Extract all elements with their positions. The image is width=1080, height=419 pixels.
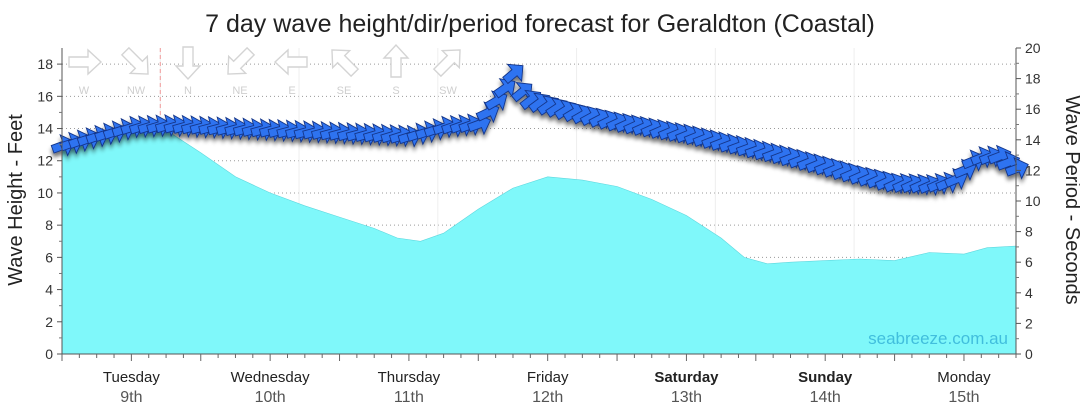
day-label: Saturday xyxy=(654,369,719,386)
day-label: Wednesday xyxy=(231,369,310,386)
period-arrow-shape xyxy=(493,78,516,99)
date-label: 12th xyxy=(532,389,563,406)
period-arrow-group xyxy=(50,63,1029,197)
right-tick-label: 18 xyxy=(1025,71,1041,87)
left-tick-label: 18 xyxy=(37,56,53,72)
left-tick-label: 0 xyxy=(45,346,53,362)
period-arrow-icon xyxy=(502,63,524,85)
direction-arrow-shape xyxy=(331,49,360,78)
left-tick-label: 8 xyxy=(45,217,53,233)
direction-arrow-icon xyxy=(174,46,202,81)
direction-legend: W NW N NE E SE S SW xyxy=(68,43,461,97)
direction-arrow-shape xyxy=(174,46,202,81)
watermark: seabreeze.com.au xyxy=(868,329,1008,348)
direction-arrow-icon xyxy=(227,46,256,75)
direction-label: NE xyxy=(232,85,247,97)
date-label: 9th xyxy=(120,389,142,406)
axes: 0 2 4 6 8 10 12 14 16 18 0 2 4 6 8 10 12 14 16 18 20 Tuesday 9… xyxy=(37,40,1040,406)
direction-label: S xyxy=(392,85,399,97)
period-arrow-icon xyxy=(493,78,516,99)
right-tick-label: 14 xyxy=(1025,132,1041,148)
left-tick-label: 6 xyxy=(45,249,53,265)
day-label: Monday xyxy=(937,369,991,386)
right-tick-label: 4 xyxy=(1025,285,1033,301)
direction-label: NW xyxy=(127,85,146,97)
direction-arrow-icon xyxy=(382,43,410,78)
wave-height-fill xyxy=(61,129,1017,355)
left-tick-label: 14 xyxy=(37,121,53,137)
left-tick-label: 12 xyxy=(37,153,53,169)
date-label: 15th xyxy=(948,389,979,406)
direction-arrow-icon xyxy=(273,48,308,76)
right-tick-label: 2 xyxy=(1025,315,1033,331)
right-tick-label: 12 xyxy=(1025,162,1041,178)
period-arrow-shape xyxy=(502,63,524,85)
direction-arrow-icon xyxy=(432,49,461,78)
date-label: 10th xyxy=(255,389,286,406)
direction-arrow-shape xyxy=(273,48,308,76)
direction-label: E xyxy=(288,85,295,97)
right-tick-label: 0 xyxy=(1025,346,1033,362)
direction-label: SW xyxy=(439,85,457,97)
direction-arrow-icon xyxy=(331,49,360,78)
right-tick-label: 10 xyxy=(1025,193,1041,209)
direction-arrow-icon xyxy=(68,48,103,76)
right-tick-label: 6 xyxy=(1025,254,1033,270)
left-tick-label: 2 xyxy=(45,314,53,330)
direction-arrow-shape xyxy=(227,46,256,75)
direction-label: N xyxy=(184,85,192,97)
right-tick-label: 20 xyxy=(1025,40,1041,56)
direction-arrow-shape xyxy=(120,46,149,75)
day-label: Friday xyxy=(527,369,569,386)
day-label: Tuesday xyxy=(103,369,160,386)
direction-label: SE xyxy=(337,85,352,97)
y-axis-label-right: Wave Period - Seconds xyxy=(1061,95,1080,304)
day-label: Thursday xyxy=(378,369,441,386)
date-label: 11th xyxy=(394,389,424,406)
direction-arrow-shape xyxy=(432,49,461,78)
chart-title: 7 day wave height/dir/period forecast fo… xyxy=(205,10,875,38)
direction-arrow-shape xyxy=(382,43,410,78)
left-tick-label: 16 xyxy=(37,88,53,104)
direction-arrow-icon xyxy=(120,46,149,75)
wave-height-area xyxy=(61,129,1017,355)
direction-label: W xyxy=(79,85,90,97)
left-tick-label: 10 xyxy=(37,185,53,201)
direction-arrow-shape xyxy=(68,48,103,76)
wave-period-arrows xyxy=(50,63,1029,197)
y-axis-label-left: Wave Height - Feet xyxy=(5,114,27,286)
right-tick-label: 16 xyxy=(1025,101,1041,117)
day-label: Sunday xyxy=(798,369,853,386)
left-tick-label: 4 xyxy=(45,282,53,298)
date-label: 14th xyxy=(810,389,841,406)
right-tick-label: 8 xyxy=(1025,224,1033,240)
date-label: 13th xyxy=(671,389,702,406)
